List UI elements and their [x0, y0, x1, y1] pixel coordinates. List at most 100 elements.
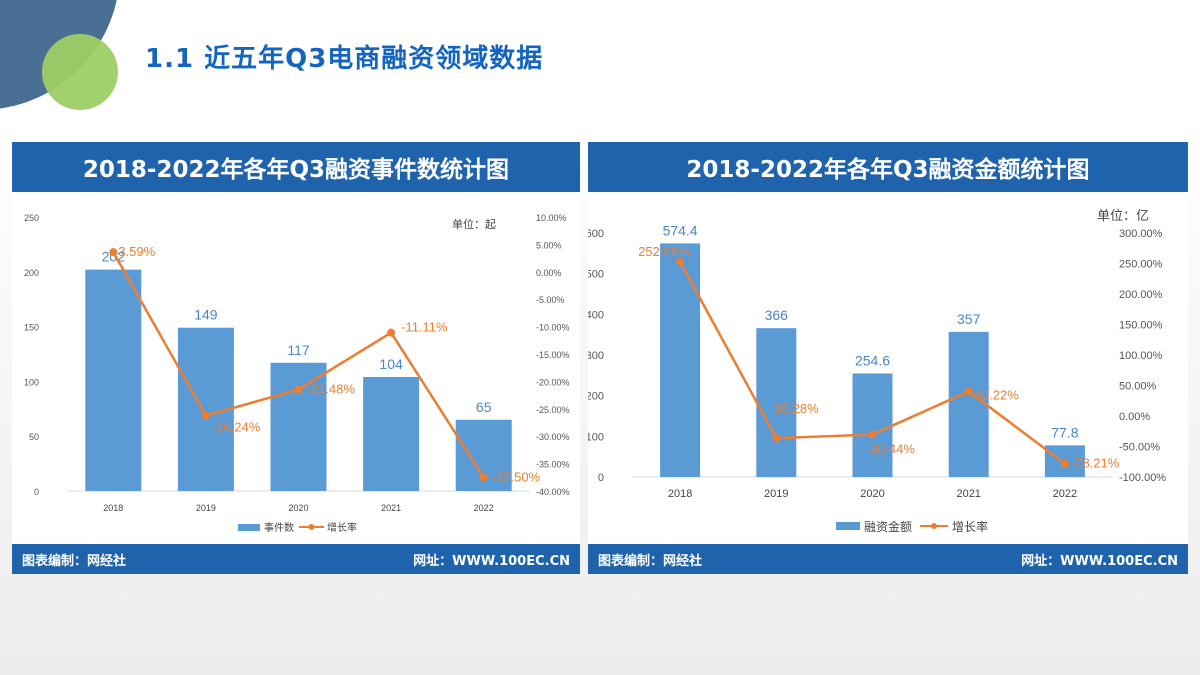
x-tick-label: 2019 — [764, 488, 788, 500]
y-right-tick-label: 5.00% — [536, 240, 562, 250]
legend-series-bar: 融资金额 — [864, 519, 912, 534]
line-data-label: 252.61% — [638, 244, 690, 259]
bar-data-label: 366 — [765, 307, 789, 323]
y-left-tick-label: 500 — [588, 269, 604, 281]
y-left-tick-label: 200 — [24, 268, 39, 278]
bar-data-label: 357 — [957, 311, 981, 327]
y-left-tick-label: 400 — [588, 309, 604, 321]
line-data-label: -37.50% — [492, 469, 541, 484]
chart-title: 2018-2022年各年Q3融资事件数统计图 — [12, 142, 580, 195]
y-right-tick-label: 150.00% — [1119, 320, 1163, 332]
chart-legend: 融资金额 增长率 — [836, 519, 988, 534]
footer-credit: 图表编制：网经社 — [22, 553, 127, 569]
growth-rate-point — [294, 385, 303, 394]
x-tick-label: 2018 — [103, 503, 123, 513]
bar-data-label: 65 — [476, 399, 492, 415]
y-right-tick-label: -25.00% — [536, 405, 570, 415]
unit-label: 单位：起 — [452, 217, 496, 231]
chart-title: 2018-2022年各年Q3融资金额统计图 — [588, 142, 1188, 195]
bar-data-label: 104 — [379, 356, 403, 372]
footer-credit: 图表编制：网经社 — [598, 553, 703, 569]
y-right-tick-label: -50.00% — [1119, 442, 1160, 454]
legend-line-marker — [931, 523, 937, 529]
green-circle-shape — [42, 34, 118, 110]
events-chart: 单位：起 0 50 100 150 200 250 -40.00% -35.00% -30.00… — [24, 213, 570, 534]
y-right-tick-label: -10.00% — [536, 323, 570, 333]
legend-series-bar: 事件数 — [264, 521, 294, 534]
bar-data-label: 117 — [287, 342, 310, 358]
footer-website: 网址：WWW.100EC.CN — [413, 553, 570, 569]
growth-rate-point — [676, 257, 685, 266]
x-tick-label: 2022 — [474, 503, 494, 513]
y-left-tick-label: 0 — [34, 487, 39, 497]
bar — [852, 373, 893, 477]
y-right-tick-label: 10.00% — [536, 213, 567, 223]
legend-bar-swatch — [238, 524, 260, 531]
y-left-tick-label: 250 — [24, 213, 39, 223]
growth-rate-point — [772, 434, 781, 443]
y-right-tick-label: -35.00% — [536, 460, 570, 470]
y-right-tick-label: -30.00% — [536, 432, 570, 442]
chart-footer: 图表编制：网经社 网址：WWW.100EC.CN — [588, 544, 1188, 574]
y-right-tick-label: -40.00% — [536, 487, 570, 497]
line-data-label: -11.11% — [401, 320, 448, 335]
bar — [660, 243, 701, 477]
x-tick-label: 2021 — [381, 503, 401, 513]
y-right-tick-label: 300.00% — [1119, 228, 1163, 240]
growth-rate-point — [868, 430, 877, 439]
y-right-tick-label: -20.00% — [536, 377, 570, 387]
line-data-label: -30.44% — [867, 442, 916, 457]
growth-rate-point — [201, 411, 210, 420]
bar-data-label: 254.6 — [855, 352, 890, 368]
line-data-label: -78.21% — [1071, 456, 1120, 471]
chart-panel-events: 2018-2022年各年Q3融资事件数统计图 单位：起 0 50 100 150 200… — [12, 142, 580, 574]
y-left-tick-label: 200 — [588, 391, 604, 403]
line-data-label: -36.28% — [770, 401, 819, 416]
growth-rate-point — [109, 248, 118, 257]
y-right-tick-label: 0.00% — [1119, 411, 1150, 423]
chart-footer: 图表编制：网经社 网址：WWW.100EC.CN — [12, 544, 580, 574]
y-left-tick-label: 300 — [588, 350, 604, 362]
bar-data-label: 574.4 — [663, 222, 698, 238]
growth-rate-point — [964, 387, 973, 396]
bar-data-label: 149 — [194, 307, 218, 323]
x-tick-label: 2020 — [860, 488, 884, 500]
line-data-label: -21.48% — [307, 382, 356, 397]
bar — [270, 362, 327, 491]
bar — [85, 269, 142, 491]
y-left-tick-label: 100 — [588, 431, 604, 443]
growth-rate-point — [387, 328, 396, 337]
y-right-tick-label: 250.00% — [1119, 259, 1163, 271]
bar-data-label: 77.8 — [1051, 424, 1078, 440]
unit-label: 单位：亿 — [1097, 208, 1149, 223]
footer-website: 网址：WWW.100EC.CN — [1021, 553, 1178, 569]
y-left-tick-label: 150 — [24, 323, 39, 333]
y-left-tick-label: 600 — [588, 228, 604, 240]
x-tick-label: 2022 — [1053, 488, 1077, 500]
x-tick-label: 2021 — [956, 488, 980, 500]
growth-rate-point — [1060, 459, 1069, 468]
x-tick-label: 2018 — [668, 488, 692, 500]
y-right-tick-label: -5.00% — [536, 295, 565, 305]
y-right-tick-label: 50.00% — [1119, 381, 1157, 393]
corner-decoration — [0, 0, 118, 110]
bar — [756, 328, 797, 477]
y-left-tick-label: 0 — [598, 472, 604, 484]
line-data-label: 40.22% — [975, 387, 1020, 402]
y-right-tick-label: 100.00% — [1119, 350, 1163, 362]
y-right-tick-label: -100.00% — [1119, 472, 1166, 484]
chart-panel-amounts: 2018-2022年各年Q3融资金额统计图 单位：亿 0 100 200 300 400… — [588, 142, 1188, 574]
x-tick-label: 2019 — [196, 503, 216, 513]
bar — [948, 331, 989, 477]
chart-legend: 事件数 增长率 — [238, 521, 357, 534]
y-right-tick-label: 0.00% — [536, 268, 562, 278]
y-left-tick-label: 100 — [24, 377, 39, 387]
line-data-label: 3.59% — [118, 244, 155, 259]
y-left-tick-label: 50 — [29, 432, 39, 442]
line-data-label: -26.24% — [212, 420, 261, 435]
legend-series-line: 增长率 — [327, 521, 357, 534]
bar — [363, 377, 420, 491]
amounts-chart: 单位：亿 0 100 200 300 400 500 600 -100.00% -50.00% 0… — [588, 208, 1166, 534]
legend-series-line: 增长率 — [952, 519, 988, 534]
y-right-tick-label: -15.00% — [536, 350, 570, 360]
